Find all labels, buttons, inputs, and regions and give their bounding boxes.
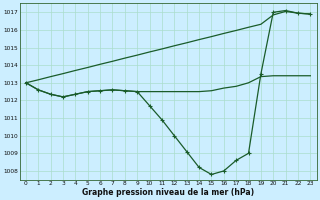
X-axis label: Graphe pression niveau de la mer (hPa): Graphe pression niveau de la mer (hPa): [82, 188, 254, 197]
